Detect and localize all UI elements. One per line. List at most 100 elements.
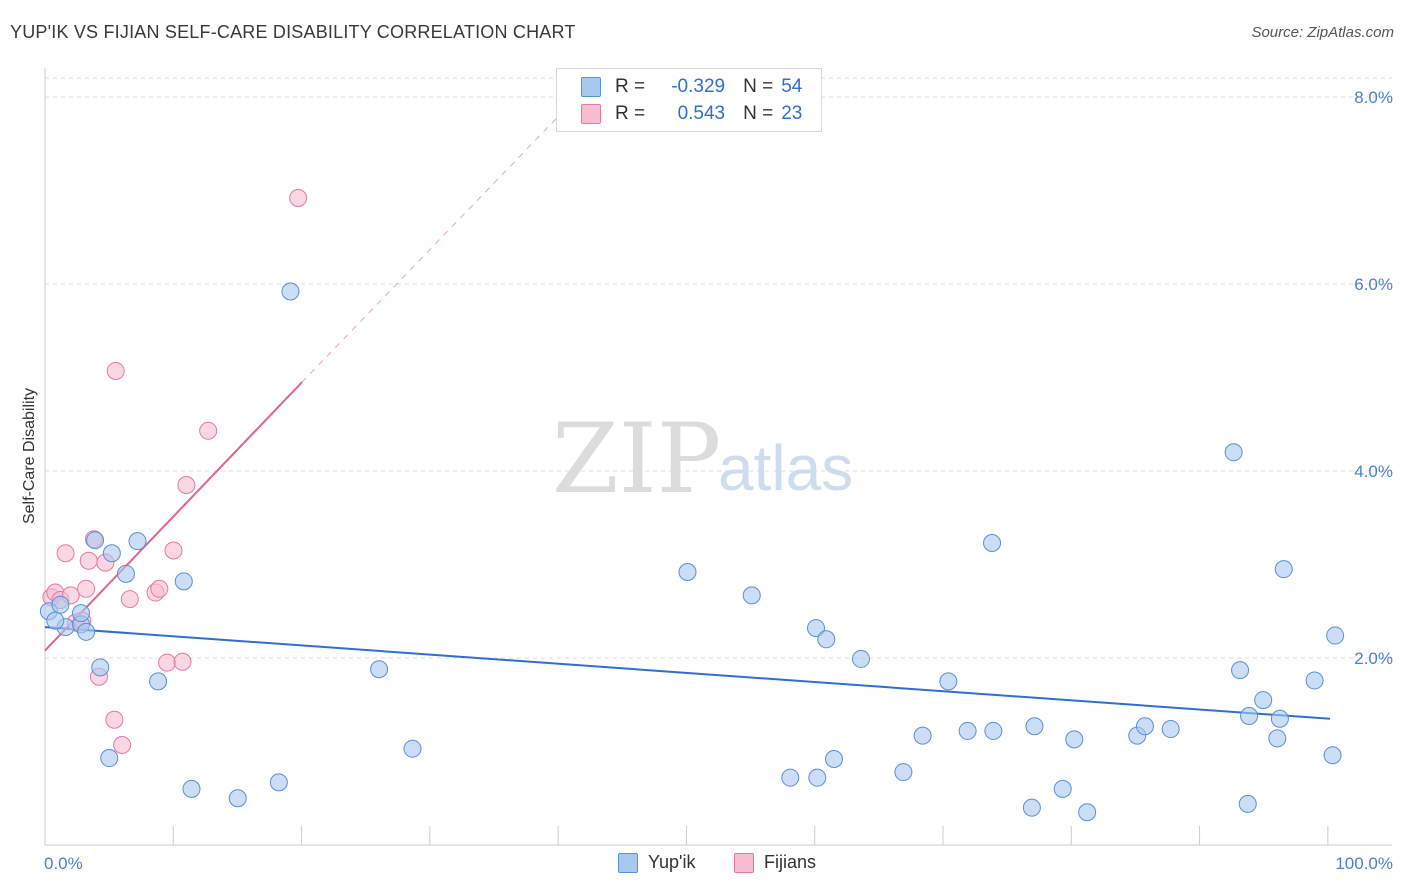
series-legend: Yup'ik Fijians [0, 852, 1406, 878]
point-yupik [913, 726, 932, 745]
point-fijians [77, 579, 96, 598]
tick-labels: 2.0% 4.0% 6.0% 8.0% 0.0% 100.0% [44, 88, 1393, 873]
point-yupik [824, 749, 843, 768]
legend-swatch-fijians [581, 104, 601, 124]
point-yupik [958, 721, 977, 740]
point-fijians [106, 361, 125, 380]
correlation-legend: R = -0.329 N = 54 R = 0.543 N = 23 [556, 68, 822, 132]
point-yupik [808, 768, 827, 787]
point-yupik [91, 658, 110, 677]
x-tick-label-end: 100.0% [1335, 854, 1393, 873]
point-fijians [158, 653, 177, 672]
trend-line-fijians-extrapolated [301, 115, 560, 383]
point-yupik [1231, 661, 1250, 680]
source-label: Source: ZipAtlas.com [1251, 24, 1394, 41]
point-fijians [289, 188, 308, 207]
gridlines [45, 77, 1392, 659]
point-yupik [781, 768, 800, 787]
point-yupik [807, 619, 825, 638]
y-tick-label: 6.0% [1354, 275, 1393, 294]
point-yupik [1238, 794, 1257, 813]
point-yupik [1135, 717, 1154, 736]
point-fijians [164, 541, 183, 560]
point-yupik [1305, 671, 1324, 690]
legend-item-yupik[interactable]: Yup'ik [618, 852, 695, 873]
point-yupik [281, 282, 300, 301]
point-yupik [116, 564, 135, 583]
watermark-zip: ZIP [552, 403, 721, 515]
point-yupik [77, 622, 96, 641]
point-yupik [149, 672, 168, 691]
point-yupik [742, 586, 761, 605]
trend-line-fijians [44, 381, 303, 652]
point-fijians [173, 652, 192, 671]
legend-r-label: R = [615, 76, 646, 97]
point-fijians [120, 590, 139, 609]
point-yupik [1053, 779, 1072, 798]
point-yupik [1240, 706, 1259, 725]
point-yupik [51, 595, 70, 614]
point-yupik [182, 779, 201, 798]
point-yupik [128, 532, 147, 551]
point-yupik [269, 773, 288, 792]
legend-swatch-fijians [734, 852, 754, 873]
legend-r-value: 0.543 [677, 103, 726, 124]
point-yupik [1161, 720, 1180, 739]
legend-row-fijians: R = 0.543 N = 23 [581, 101, 802, 127]
point-yupik [174, 572, 193, 591]
watermark-atlas: atlas [718, 432, 853, 504]
point-fijians [150, 579, 169, 598]
point-fijians [56, 544, 75, 563]
point-yupik [894, 763, 913, 782]
point-yupik [71, 604, 90, 623]
legend-n-value: 23 [781, 103, 803, 124]
point-fijians [79, 551, 98, 570]
point-yupik [1065, 730, 1084, 749]
point-yupik [851, 649, 870, 668]
point-yupik [1022, 798, 1041, 817]
legend-n-label: N = [743, 76, 774, 97]
point-yupik [403, 739, 422, 758]
legend-swatch-yupik [581, 77, 601, 97]
point-fijians [105, 710, 124, 729]
legend-n-value: 54 [781, 76, 803, 97]
legend-n-label: N = [743, 103, 774, 124]
point-yupik [984, 721, 1003, 740]
point-yupik [100, 749, 119, 768]
x-tick-label-start: 0.0% [44, 854, 83, 873]
point-yupik [1323, 746, 1342, 765]
point-fijians [199, 421, 218, 440]
point-yupik [1268, 729, 1287, 748]
point-yupik [1254, 691, 1273, 710]
legend-row-yupik: R = -0.329 N = 54 [581, 74, 802, 100]
point-yupik [46, 611, 65, 630]
point-yupik [370, 660, 389, 679]
point-yupik [1078, 803, 1097, 822]
point-yupik [1326, 626, 1345, 645]
y-tick-label: 2.0% [1354, 649, 1393, 668]
legend-label-fijians: Fijians [764, 852, 817, 872]
trend-lines [44, 115, 1331, 720]
trend-line-yupik [44, 626, 1331, 720]
point-yupik [102, 544, 121, 563]
point-yupik [1274, 560, 1293, 579]
point-yupik [86, 531, 105, 550]
point-yupik [817, 630, 836, 649]
legend-item-fijians[interactable]: Fijians [734, 852, 816, 873]
point-yupik [983, 533, 1002, 552]
point-yupik [1025, 717, 1044, 736]
legend-label-yupik: Yup'ik [648, 852, 696, 872]
y-tick-label: 4.0% [1354, 462, 1393, 481]
legend-swatch-yupik [618, 852, 638, 873]
watermark: ZIP atlas [552, 403, 853, 515]
y-tick-label: 8.0% [1354, 88, 1393, 107]
point-yupik [678, 562, 697, 581]
point-yupik [939, 672, 958, 691]
axes [44, 68, 1392, 846]
y-axis-label: Self-Care Disability [21, 388, 38, 524]
point-fijians [113, 735, 132, 754]
point-yupik [1224, 443, 1243, 462]
chart-title: YUP'IK VS FIJIAN SELF-CARE DISABILITY CO… [10, 22, 576, 42]
legend-r-value: -0.329 [671, 76, 726, 97]
legend-r-label: R = [615, 103, 646, 124]
